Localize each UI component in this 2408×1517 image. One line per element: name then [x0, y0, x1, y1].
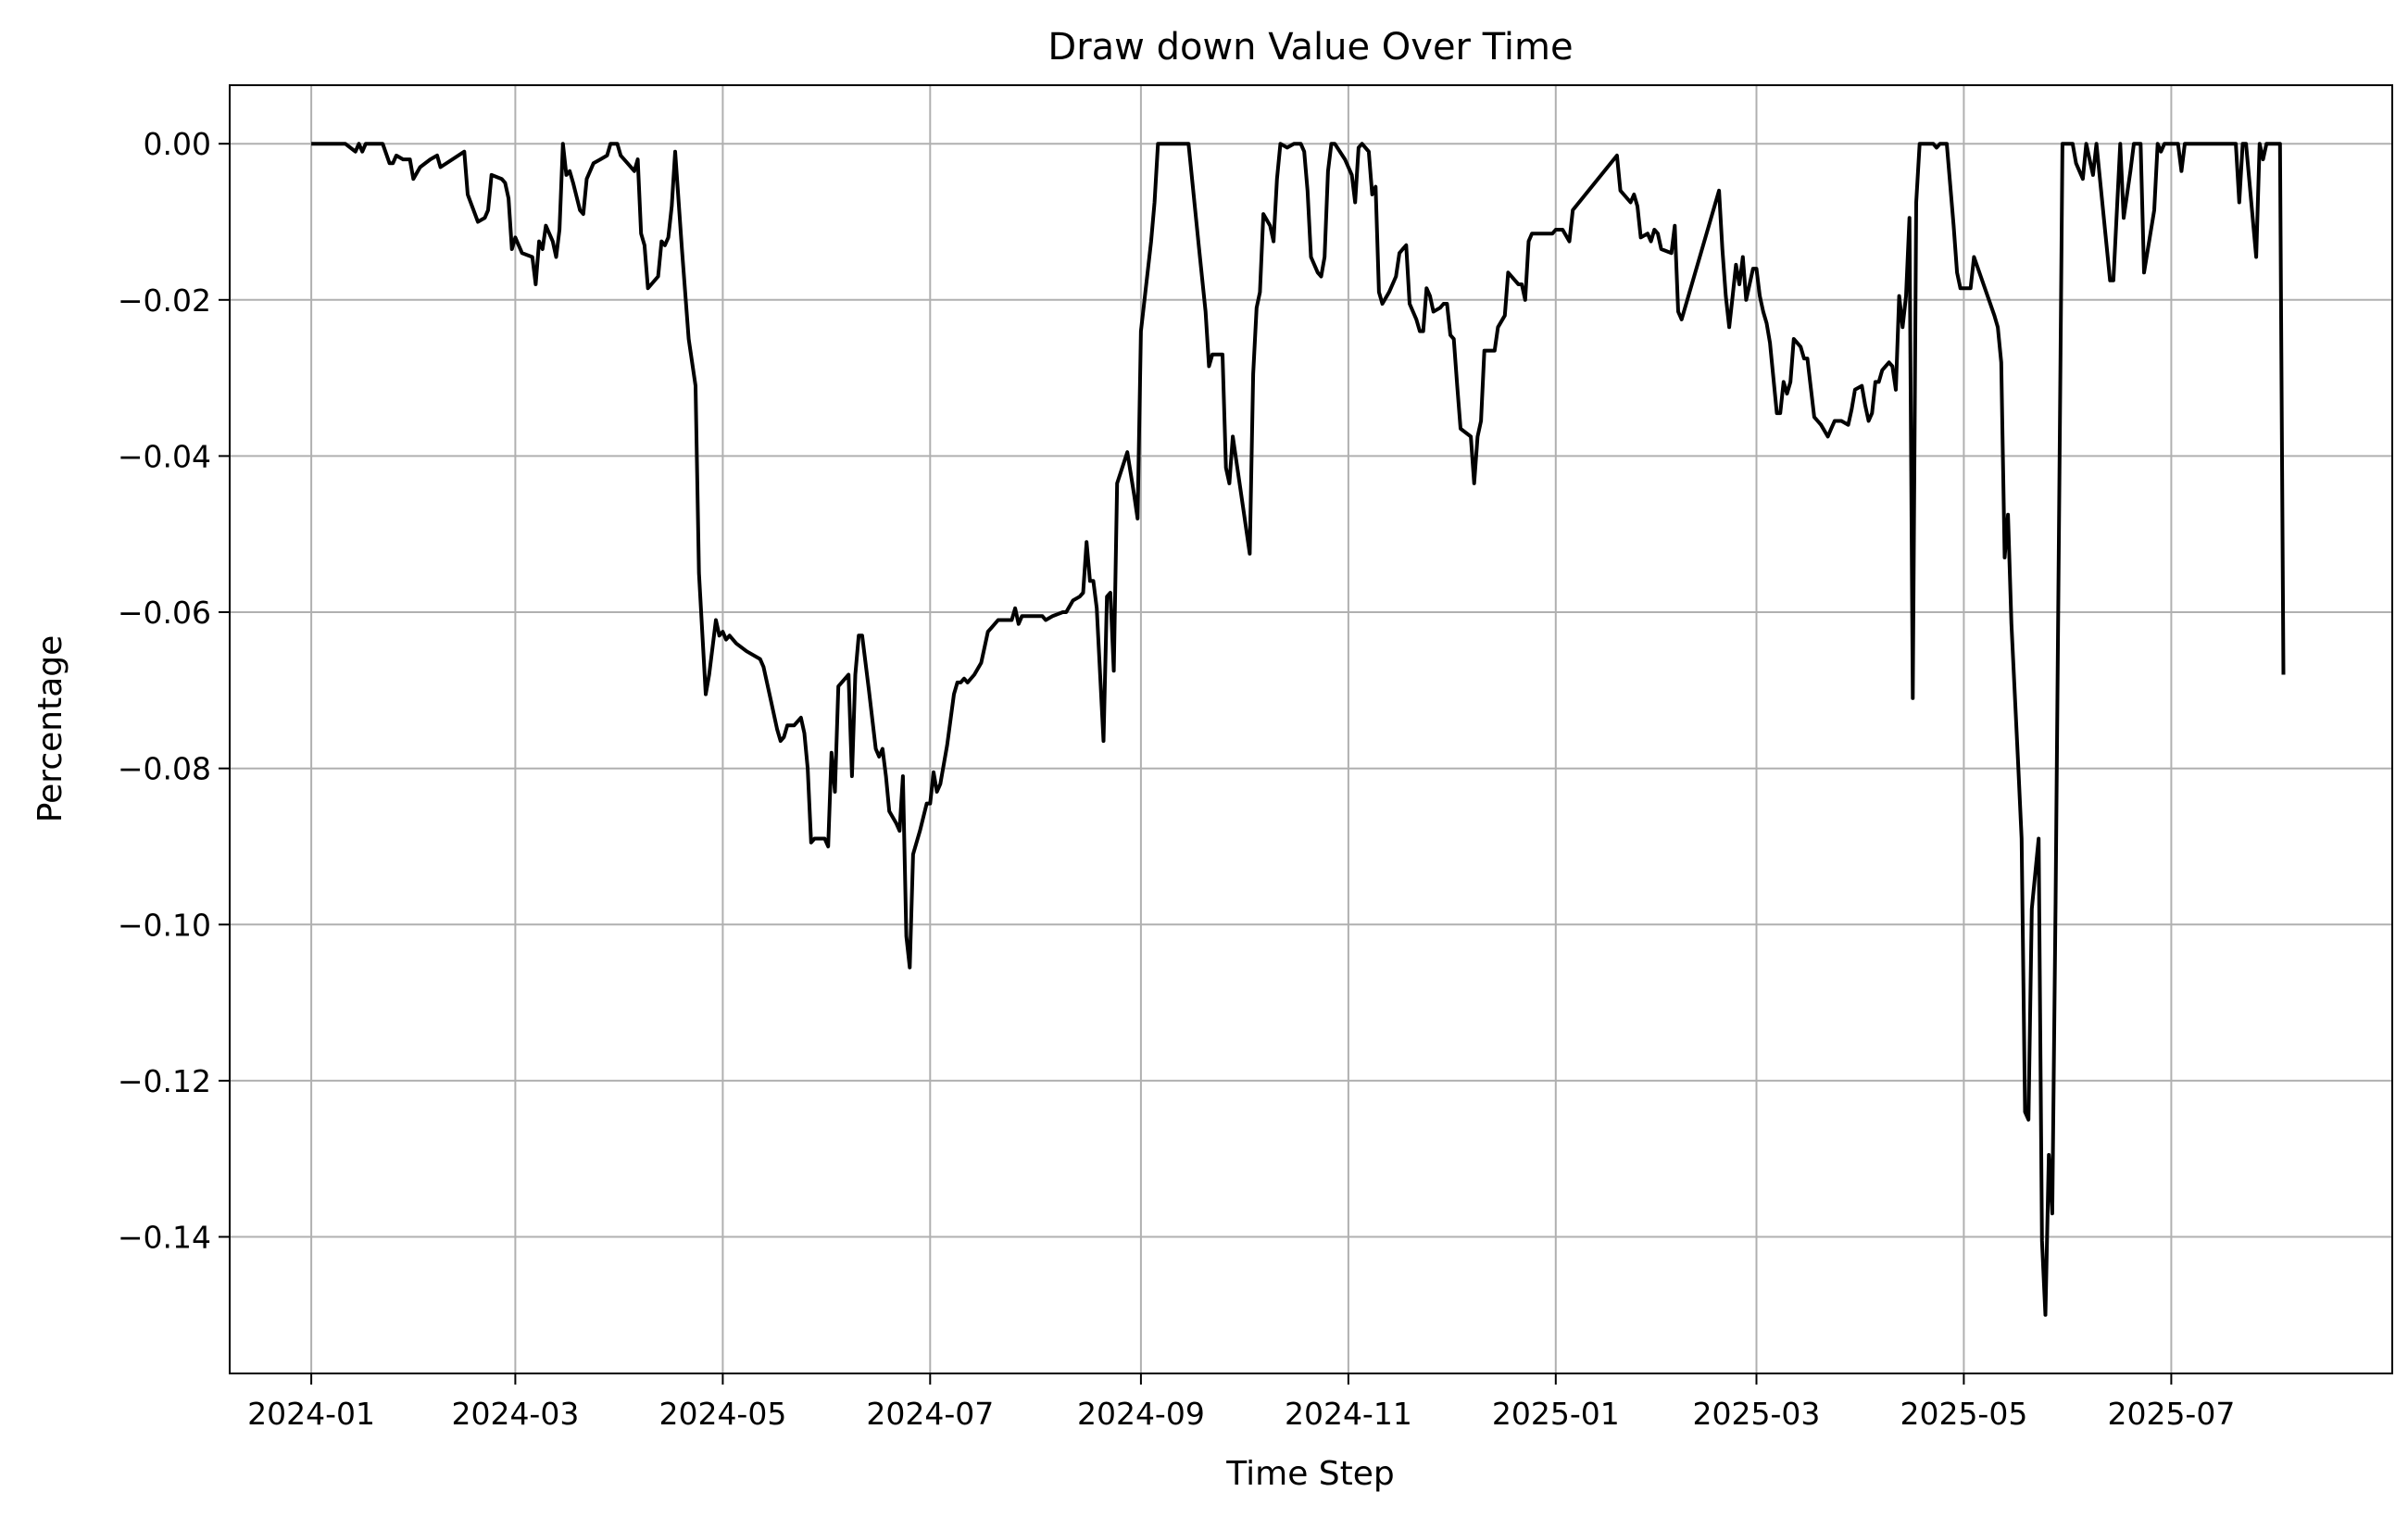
x-tick-label: 2025-07: [2107, 1396, 2235, 1432]
x-tick-label: 2024-01: [247, 1396, 375, 1432]
x-tick-label: 2024-03: [451, 1396, 579, 1432]
x-tick-label: 2025-01: [1492, 1396, 1620, 1432]
x-tick-label: 2024-05: [658, 1396, 786, 1432]
y-tick-label: −0.04: [118, 438, 211, 474]
y-tick-label: 0.00: [144, 126, 211, 162]
x-tick-label: 2025-03: [1693, 1396, 1821, 1432]
y-tick-label: −0.10: [118, 907, 211, 943]
y-tick-label: −0.02: [118, 282, 211, 319]
y-axis: 0.00 −0.02 −0.04 −0.06 −0.08 −0.10 −0.12 −0.14: [118, 126, 230, 1256]
y-tick-label: −0.06: [118, 595, 211, 631]
x-tick-label: 2024-09: [1077, 1396, 1205, 1432]
x-tick-label: 2024-11: [1285, 1396, 1412, 1432]
chart-title: Draw down Value Over Time: [1047, 26, 1573, 69]
y-tick-label: −0.14: [118, 1220, 211, 1256]
plot-frame: [229, 84, 2393, 1374]
x-axis-label: Time Step: [1225, 1455, 1395, 1493]
grid: [230, 85, 2392, 1373]
x-axis: 2024-01 2024-03 2024-05 2024-07 2024-09 2024-…: [247, 1373, 2235, 1432]
y-tick-label: −0.08: [118, 751, 211, 787]
y-axis-label: Percentage: [31, 635, 69, 823]
x-tick-label: 2024-07: [866, 1396, 994, 1432]
y-tick-label: −0.12: [118, 1063, 211, 1099]
x-tick-label: 2025-05: [1900, 1396, 2027, 1432]
drawdown-series-line: [311, 142, 2286, 1317]
